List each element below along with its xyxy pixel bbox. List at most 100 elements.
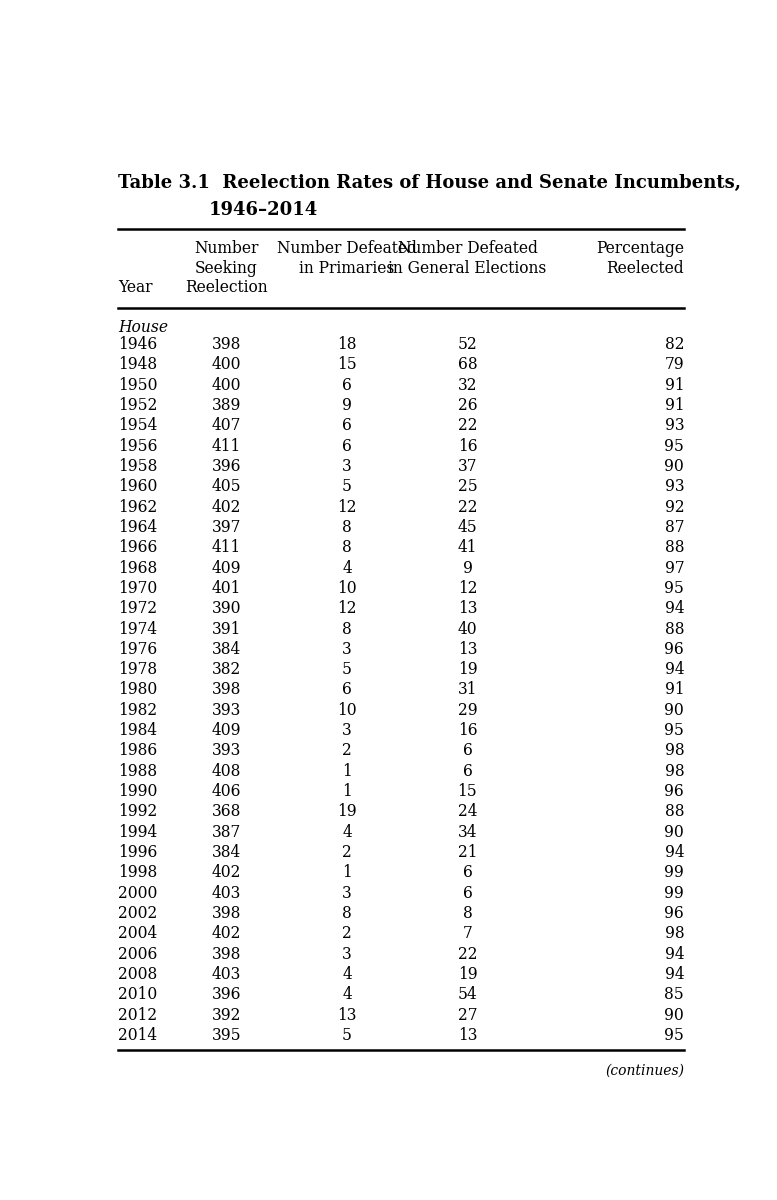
Text: 400: 400 <box>212 356 242 373</box>
Text: 2014: 2014 <box>118 1027 157 1044</box>
Text: 15: 15 <box>337 356 357 373</box>
Text: 95: 95 <box>664 722 685 739</box>
Text: 92: 92 <box>664 498 685 516</box>
Text: 1960: 1960 <box>118 479 158 496</box>
Text: 5: 5 <box>342 479 352 496</box>
Text: 54: 54 <box>458 986 477 1003</box>
Text: Reelected: Reelected <box>607 259 685 276</box>
Text: 3: 3 <box>342 641 352 658</box>
Text: 16: 16 <box>458 722 477 739</box>
Text: 1982: 1982 <box>118 702 157 719</box>
Text: 68: 68 <box>458 356 477 373</box>
Text: 1998: 1998 <box>118 864 158 882</box>
Text: 4: 4 <box>342 559 352 576</box>
Text: 1968: 1968 <box>118 559 158 576</box>
Text: in Primaries: in Primaries <box>299 259 395 276</box>
Text: 398: 398 <box>212 336 242 353</box>
Text: 1946–2014: 1946–2014 <box>208 202 318 220</box>
Text: 396: 396 <box>212 458 242 475</box>
Text: 95: 95 <box>664 580 685 596</box>
Text: 12: 12 <box>337 498 357 516</box>
Text: 40: 40 <box>458 620 477 637</box>
Text: 1980: 1980 <box>118 682 158 698</box>
Text: 22: 22 <box>458 498 477 516</box>
Text: 5: 5 <box>342 1027 352 1044</box>
Text: 13: 13 <box>337 1007 357 1024</box>
Text: 402: 402 <box>212 864 242 882</box>
Text: 85: 85 <box>664 986 685 1003</box>
Text: 94: 94 <box>664 946 685 962</box>
Text: 90: 90 <box>664 823 685 841</box>
Text: 396: 396 <box>212 986 242 1003</box>
Text: 1964: 1964 <box>118 518 158 536</box>
Text: 41: 41 <box>458 539 477 556</box>
Text: 94: 94 <box>664 661 685 678</box>
Text: 390: 390 <box>212 600 242 617</box>
Text: 2002: 2002 <box>118 905 158 922</box>
Text: 95: 95 <box>664 1027 685 1044</box>
Text: 22: 22 <box>458 418 477 434</box>
Text: 21: 21 <box>458 844 477 862</box>
Text: 1988: 1988 <box>118 763 157 780</box>
Text: 10: 10 <box>337 580 357 596</box>
Text: 34: 34 <box>458 823 477 841</box>
Text: 1990: 1990 <box>118 784 158 800</box>
Text: 8: 8 <box>342 539 352 556</box>
Text: 22: 22 <box>458 946 477 962</box>
Text: 96: 96 <box>664 641 685 658</box>
Text: 6: 6 <box>342 377 352 394</box>
Text: 79: 79 <box>664 356 685 373</box>
Text: 398: 398 <box>212 905 242 922</box>
Text: 1948: 1948 <box>118 356 157 373</box>
Text: 400: 400 <box>212 377 242 394</box>
Text: 1962: 1962 <box>118 498 158 516</box>
Text: 52: 52 <box>458 336 477 353</box>
Text: House: House <box>118 319 168 336</box>
Text: 9: 9 <box>342 397 352 414</box>
Text: 1956: 1956 <box>118 438 158 455</box>
Text: 4: 4 <box>342 823 352 841</box>
Text: 13: 13 <box>458 600 477 617</box>
Text: 94: 94 <box>664 966 685 983</box>
Text: Year: Year <box>118 278 153 296</box>
Text: 1952: 1952 <box>118 397 158 414</box>
Text: 6: 6 <box>462 743 472 760</box>
Text: 6: 6 <box>342 438 352 455</box>
Text: 384: 384 <box>212 641 241 658</box>
Text: 406: 406 <box>212 784 242 800</box>
Text: 1954: 1954 <box>118 418 158 434</box>
Text: 9: 9 <box>462 559 472 576</box>
Text: 397: 397 <box>212 518 242 536</box>
Text: 24: 24 <box>458 804 477 821</box>
Text: 18: 18 <box>337 336 357 353</box>
Text: 97: 97 <box>664 559 685 576</box>
Text: 1: 1 <box>342 864 352 882</box>
Text: 391: 391 <box>212 620 242 637</box>
Text: 4: 4 <box>342 986 352 1003</box>
Text: 6: 6 <box>462 763 472 780</box>
Text: 13: 13 <box>458 1027 477 1044</box>
Text: 2000: 2000 <box>118 884 158 901</box>
Text: 408: 408 <box>212 763 242 780</box>
Text: 1972: 1972 <box>118 600 157 617</box>
Text: 3: 3 <box>342 458 352 475</box>
Text: 395: 395 <box>212 1027 242 1044</box>
Text: 2: 2 <box>342 925 352 942</box>
Text: Percentage: Percentage <box>596 240 685 257</box>
Text: 1986: 1986 <box>118 743 158 760</box>
Text: 6: 6 <box>342 682 352 698</box>
Text: 27: 27 <box>458 1007 477 1024</box>
Text: 90: 90 <box>664 702 685 719</box>
Text: 88: 88 <box>665 620 685 637</box>
Text: Number Defeated: Number Defeated <box>277 240 417 257</box>
Text: 393: 393 <box>212 702 242 719</box>
Text: 19: 19 <box>458 966 477 983</box>
Text: 90: 90 <box>664 1007 685 1024</box>
Text: 3: 3 <box>342 884 352 901</box>
Text: 1992: 1992 <box>118 804 158 821</box>
Text: Number: Number <box>194 240 259 257</box>
Text: 87: 87 <box>665 518 685 536</box>
Text: 1950: 1950 <box>118 377 158 394</box>
Text: 88: 88 <box>665 539 685 556</box>
Text: 392: 392 <box>212 1007 242 1024</box>
